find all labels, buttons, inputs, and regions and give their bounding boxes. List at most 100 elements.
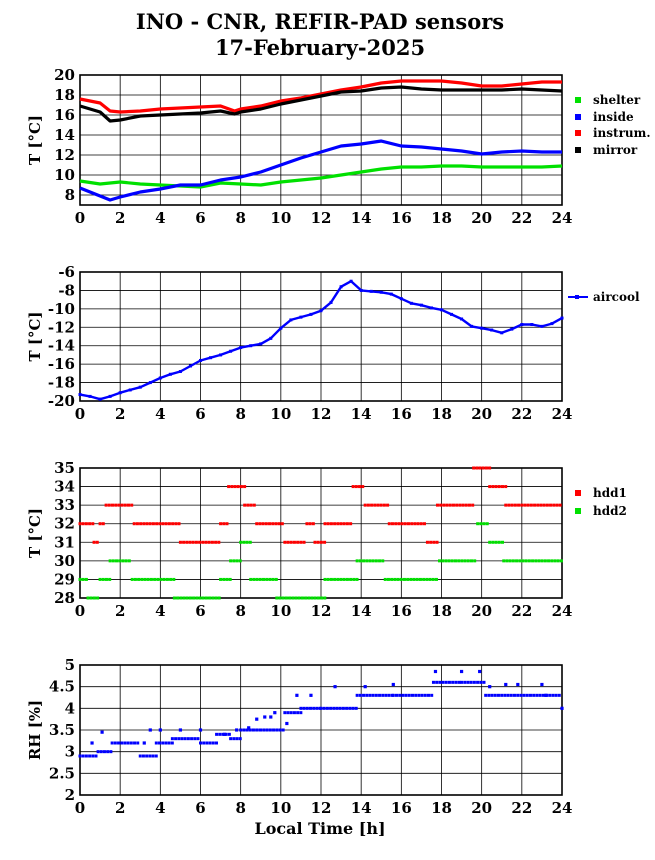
data-point (159, 577, 163, 581)
x-tick-label: 12 (311, 405, 332, 423)
data-point (363, 685, 367, 689)
data-point (450, 312, 454, 316)
data-point (136, 741, 140, 745)
data-point (246, 503, 250, 507)
data-point (300, 596, 304, 600)
data-point (490, 693, 494, 697)
data-point (285, 721, 289, 726)
data-point (556, 559, 560, 563)
data-point (210, 540, 214, 544)
data-point (338, 706, 342, 710)
data-point (130, 503, 134, 507)
data-point (475, 466, 479, 470)
data-point (471, 503, 475, 507)
data-point (107, 503, 111, 507)
legend-label: aircool (593, 290, 640, 304)
data-point (381, 559, 385, 563)
data-point (411, 693, 414, 697)
data-point (215, 732, 219, 736)
data-point (167, 741, 171, 745)
data-point (339, 522, 343, 526)
data-point (199, 358, 202, 362)
data-point (101, 522, 105, 526)
data-point (358, 559, 362, 563)
data-point (551, 693, 555, 697)
data-point (389, 292, 393, 296)
data-point (505, 559, 509, 563)
data-point (359, 288, 363, 292)
data-point (342, 577, 346, 581)
x-tick-label: 10 (270, 209, 291, 227)
data-point (520, 323, 524, 327)
data-point (138, 754, 142, 758)
data-point (445, 503, 449, 507)
data-point (371, 693, 375, 697)
data-point (482, 680, 486, 684)
data-point (264, 522, 268, 526)
data-point (320, 596, 324, 600)
data-point (151, 522, 155, 526)
data-point (245, 540, 249, 544)
series-aircool: aircool (78, 279, 640, 401)
series-line (79, 139, 562, 202)
data-point (284, 596, 288, 600)
data-point (198, 728, 203, 732)
data-point (104, 577, 108, 581)
data-point (358, 693, 362, 697)
data-point (430, 693, 434, 697)
data-point (109, 750, 113, 754)
data-point (129, 741, 133, 745)
data-point (121, 559, 125, 563)
data-point (214, 596, 218, 600)
data-point (288, 596, 292, 600)
data-point (277, 522, 281, 526)
data-point (518, 559, 522, 563)
data-point (548, 693, 552, 697)
data-point (469, 680, 473, 684)
data-point (222, 577, 226, 581)
data-point (235, 737, 239, 741)
data-point (451, 503, 455, 507)
data-point (302, 706, 306, 710)
data-point (91, 522, 95, 526)
data-point (482, 522, 486, 526)
data-point (540, 682, 544, 687)
data-point (354, 485, 358, 489)
data-point (225, 522, 229, 526)
data-point (368, 559, 372, 563)
data-point (373, 503, 377, 507)
data-point (164, 741, 168, 745)
data-point (464, 503, 468, 507)
data-point (232, 737, 236, 741)
data-point (398, 693, 402, 697)
data-point (403, 522, 407, 526)
y-tick-label: -16 (48, 355, 75, 373)
data-point (239, 485, 243, 489)
x-tick-label: 8 (235, 602, 245, 620)
data-point (154, 754, 158, 758)
data-point (549, 503, 553, 507)
data-point (524, 559, 528, 563)
data-point (289, 318, 293, 322)
data-point (333, 522, 337, 526)
data-point (369, 289, 373, 293)
data-point (185, 540, 189, 544)
data-point (560, 706, 564, 710)
data-point (451, 680, 455, 684)
data-point (275, 728, 279, 732)
y-tick-label: 10 (54, 166, 75, 184)
data-point (151, 754, 155, 758)
data-point (252, 503, 256, 507)
data-point (535, 693, 539, 697)
data-point (374, 693, 378, 697)
data-point (269, 715, 273, 719)
data-point (110, 741, 114, 745)
data-point (299, 706, 303, 710)
plot-frame (79, 74, 563, 206)
data-point (470, 324, 474, 328)
data-point (395, 693, 398, 697)
x-tick-label: 24 (552, 602, 573, 620)
data-point (229, 349, 233, 353)
series-line (79, 79, 562, 114)
data-point (336, 522, 340, 526)
